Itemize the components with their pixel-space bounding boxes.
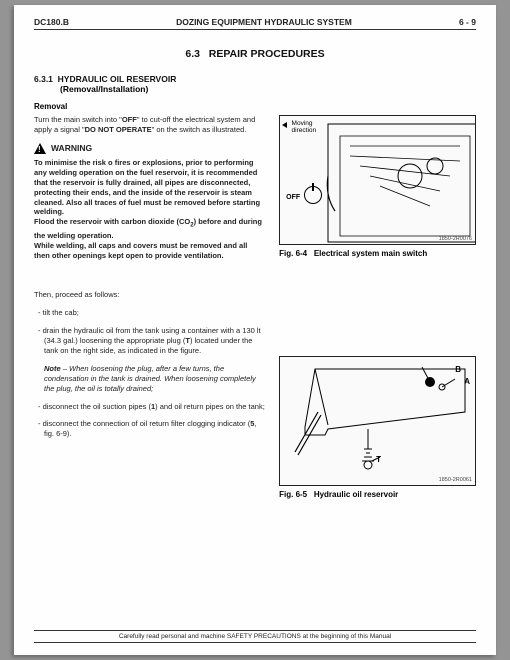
subsection-sub: (Removal/Installation): [60, 84, 476, 94]
section-name: REPAIR PROCEDURES: [209, 48, 325, 60]
bullet-disc2: - disconnect the connection of oil retur…: [38, 419, 265, 439]
fig65-sketch: [280, 357, 476, 486]
fig64-caption: Fig. 6-4 Electrical system main switch: [279, 249, 476, 258]
page: DC180.B DOZING EQUIPMENT HYDRAULIC SYSTE…: [14, 5, 496, 655]
right-column: Moving direction OFF 1850-2R0076 Fig. 6-…: [279, 115, 476, 499]
page-footer: Carefully read personal and machine SAFE…: [34, 630, 476, 643]
section-title: 6.3 REPAIR PROCEDURES: [34, 48, 476, 60]
warning-p1: To minimise the risk o fires or explosio…: [34, 158, 260, 216]
label-T: T: [376, 455, 381, 464]
label-A: A: [464, 377, 470, 386]
header-center: DOZING EQUIPMENT HYDRAULIC SYSTEM: [176, 17, 352, 27]
figure-6-4: Moving direction OFF 1850-2R0076: [279, 115, 476, 245]
subsection-title: HYDRAULIC OIL RESERVOIR: [58, 74, 177, 84]
columns: Turn the main switch into "OFF" to cut-o…: [34, 115, 476, 499]
bullet-disc1: - disconnect the oil suction pipes (1) a…: [38, 402, 265, 412]
fig65-id: 1850-2R0061: [439, 477, 472, 483]
warning-p3: While welding, all caps and covers must …: [34, 241, 247, 260]
removal-heading: Removal: [34, 102, 476, 111]
section-num: 6.3: [185, 48, 200, 60]
fig64-sketch: [280, 116, 476, 245]
intro-para: Turn the main switch into "OFF" to cut-o…: [34, 115, 265, 135]
warning-header: WARNING: [34, 143, 265, 154]
fig65-caption: Fig. 6-5 Hydraulic oil reservoir: [279, 490, 476, 499]
then-label: Then, proceed as follows:: [34, 290, 265, 300]
warning-icon: [34, 143, 46, 154]
warning-p2a: Flood the reservoir with carbon dioxide …: [34, 217, 190, 226]
subsection: 6.3.1 HYDRAULIC OIL RESERVOIR: [34, 74, 476, 84]
warning-label: WARNING: [51, 143, 92, 154]
fig64-id: 1850-2R0076: [439, 236, 472, 242]
page-header: DC180.B DOZING EQUIPMENT HYDRAULIC SYSTE…: [34, 17, 476, 30]
note-text: Note – When loosening the plug, after a …: [44, 364, 265, 394]
bullet-drain: - drain the hydraulic oil from the tank …: [38, 326, 265, 356]
left-column: Turn the main switch into "OFF" to cut-o…: [34, 115, 265, 499]
figure-6-5: B A T 1850-2R0061: [279, 356, 476, 486]
warning-body: To minimise the risk o fires or explosio…: [34, 158, 265, 260]
off-label: OFF: [286, 194, 300, 201]
label-B: B: [455, 365, 461, 374]
bullet-tilt: - tilt the cab;: [38, 308, 265, 318]
subsection-num: 6.3.1: [34, 74, 53, 84]
switch-icon: [304, 186, 322, 204]
tilt-text: tilt the cab;: [43, 308, 79, 317]
header-left: DC180.B: [34, 17, 69, 27]
header-right: 6 - 9: [459, 17, 476, 27]
